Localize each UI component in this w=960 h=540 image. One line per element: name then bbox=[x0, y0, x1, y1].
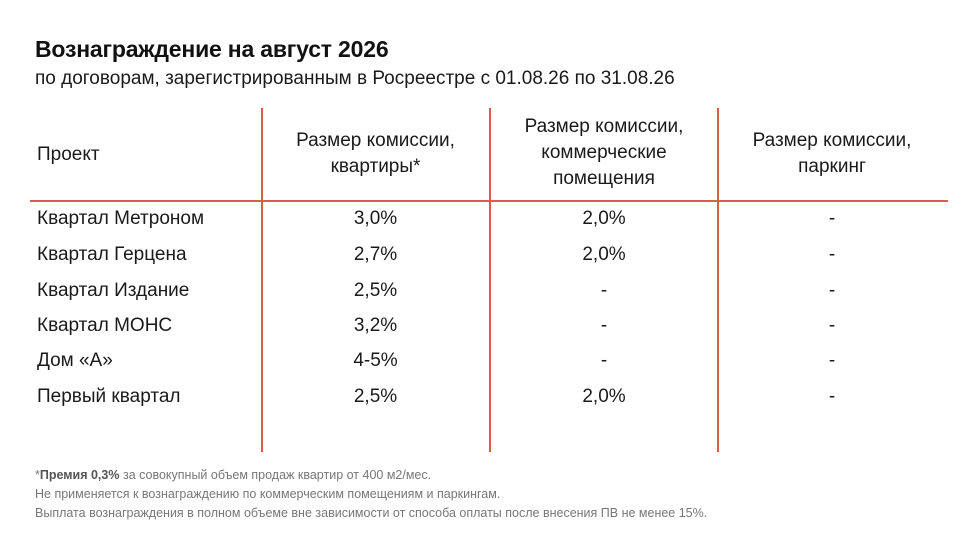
footnote-exclusion: Не применяется к вознаграждению по комме… bbox=[35, 487, 501, 501]
table-row: Квартал МОНС 3,2% - - bbox=[0, 315, 960, 347]
header-commercial-line3: помещения bbox=[553, 168, 655, 189]
footnote-bonus-text: за совокупный объем продаж квартир от 40… bbox=[119, 468, 432, 482]
cell-parking: - bbox=[828, 386, 836, 407]
cell-project: Квартал Издание bbox=[37, 280, 190, 301]
footnote-payment: Выплата вознаграждения в полном объеме в… bbox=[35, 506, 708, 520]
column-divider-2 bbox=[489, 108, 491, 452]
header-parking-line2: паркинг bbox=[798, 156, 866, 177]
cell-apartments: 2,5% bbox=[353, 280, 398, 301]
header-divider bbox=[30, 200, 948, 202]
cell-parking: - bbox=[828, 208, 836, 229]
header-parking-line1: Размер комиссии, bbox=[752, 130, 912, 151]
page-title: Вознаграждение на август 2026 bbox=[35, 36, 389, 62]
header-apartments-line2: квартиры* bbox=[330, 156, 421, 177]
cell-commercial: - bbox=[600, 315, 608, 336]
cell-commercial: - bbox=[600, 280, 608, 301]
cell-apartments: 3,2% bbox=[353, 315, 398, 336]
cell-apartments: 4-5% bbox=[353, 350, 398, 371]
cell-parking: - bbox=[828, 244, 836, 265]
header-commercial-line1: Размер комиссии, bbox=[524, 116, 684, 137]
cell-project: Квартал Герцена bbox=[37, 244, 187, 265]
column-divider-1 bbox=[261, 108, 263, 452]
table-row: Дом «А» 4-5% - - bbox=[0, 350, 960, 382]
header-apartments-line1: Размер комиссии, bbox=[296, 130, 455, 151]
cell-apartments: 3,0% bbox=[353, 208, 398, 229]
cell-parking: - bbox=[828, 280, 836, 301]
cell-commercial: 2,0% bbox=[582, 386, 626, 407]
cell-parking: - bbox=[828, 315, 836, 336]
header-project: Проект bbox=[37, 144, 100, 165]
header-commercial-line2: коммерческие bbox=[541, 142, 667, 163]
header-apartments: Размер комиссии, квартиры* bbox=[263, 128, 488, 180]
cell-project: Квартал Метроном bbox=[37, 208, 205, 229]
footnote-bonus-highlight: Премия 0,3% bbox=[39, 468, 120, 482]
cell-apartments: 2,7% bbox=[353, 244, 398, 265]
footnote-asterisk: * bbox=[35, 468, 40, 482]
table-row: Первый квартал 2,5% 2,0% - bbox=[0, 386, 960, 418]
column-divider-3 bbox=[717, 108, 719, 452]
page-subtitle: по договорам, зарегистрированным в Росре… bbox=[35, 68, 675, 89]
footnote-bonus: *Премия 0,3% за совокупный объем продаж … bbox=[35, 468, 431, 482]
cell-commercial: - bbox=[600, 350, 608, 371]
cell-project: Дом «А» bbox=[37, 350, 113, 371]
cell-commercial: 2,0% bbox=[582, 208, 626, 229]
table-row: Квартал Метроном 3,0% 2,0% - bbox=[0, 208, 960, 240]
table-row: Квартал Герцена 2,7% 2,0% - bbox=[0, 244, 960, 276]
cell-commercial: 2,0% bbox=[582, 244, 626, 265]
cell-apartments: 2,5% bbox=[353, 386, 398, 407]
header-commercial: Размер комиссии, коммерческие помещения bbox=[491, 114, 717, 192]
cell-parking: - bbox=[828, 350, 836, 371]
cell-project: Квартал МОНС bbox=[37, 315, 173, 336]
table-row: Квартал Издание 2,5% - - bbox=[0, 280, 960, 312]
cell-project: Первый квартал bbox=[37, 386, 181, 407]
header-parking: Размер комиссии, паркинг bbox=[719, 128, 945, 180]
